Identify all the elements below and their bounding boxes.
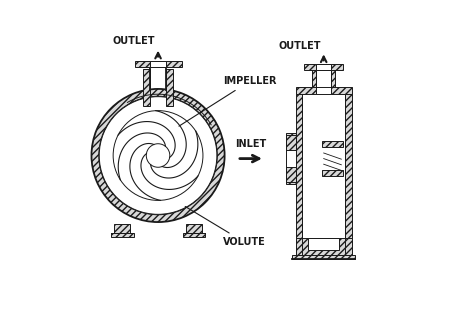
Bar <box>296 94 302 255</box>
Bar <box>304 64 343 70</box>
Circle shape <box>99 97 217 214</box>
Bar <box>322 141 343 147</box>
Bar <box>316 87 331 94</box>
Bar <box>166 69 173 106</box>
Bar <box>346 94 352 255</box>
Bar <box>143 69 150 106</box>
Bar <box>135 61 182 67</box>
Text: INLET: INLET <box>236 139 267 149</box>
Bar <box>182 233 205 237</box>
Bar <box>312 70 316 87</box>
Bar <box>296 238 352 255</box>
Bar <box>316 64 331 70</box>
Text: OUTLET: OUTLET <box>112 36 155 46</box>
Bar <box>331 70 336 87</box>
Circle shape <box>146 144 170 167</box>
Bar <box>186 224 202 233</box>
Wedge shape <box>91 89 225 222</box>
Circle shape <box>113 111 203 200</box>
Text: IMPELLER: IMPELLER <box>179 76 276 126</box>
Bar <box>292 255 356 259</box>
Bar <box>150 61 166 67</box>
Text: OUTLET: OUTLET <box>278 40 320 51</box>
Bar <box>322 170 343 176</box>
Bar <box>286 133 296 151</box>
Bar <box>296 87 316 94</box>
Text: VOLUTE: VOLUTE <box>185 207 266 247</box>
Bar <box>286 167 296 184</box>
Bar <box>114 224 130 233</box>
Bar <box>308 238 339 250</box>
Bar <box>111 233 134 237</box>
Bar <box>331 87 352 94</box>
